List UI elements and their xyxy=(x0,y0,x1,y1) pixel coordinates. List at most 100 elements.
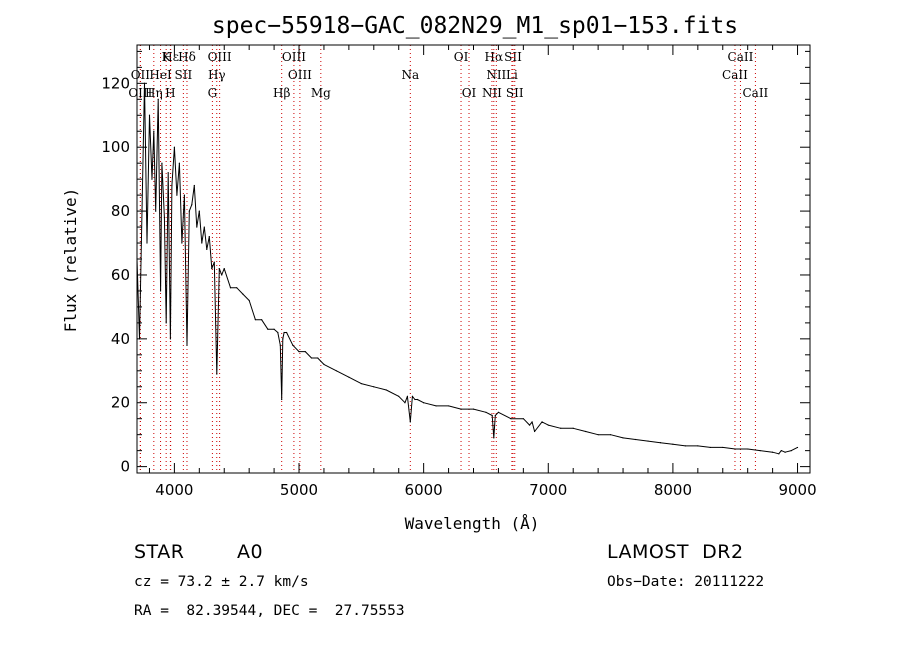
spectrum-point xyxy=(697,445,699,447)
x-tick-label: 5000 xyxy=(280,481,318,499)
line-marker-label: Hη xyxy=(145,86,163,100)
spectrum-point xyxy=(385,389,387,391)
x-tick-label: 6000 xyxy=(405,481,443,499)
spectrum-point xyxy=(493,437,495,439)
spectrum-point xyxy=(790,450,792,452)
spectrum-point xyxy=(494,414,496,417)
spectrum-point xyxy=(161,162,163,164)
line-marker-label: NII xyxy=(482,86,502,100)
spectrum-point xyxy=(485,411,487,413)
spectrum-point xyxy=(208,236,210,238)
line-marker-label: SII xyxy=(506,86,524,100)
spectrum-point xyxy=(218,267,220,270)
line-marker-label: Li xyxy=(506,68,518,82)
spectrum-point xyxy=(647,440,649,442)
spectrum-point xyxy=(510,418,512,420)
spectrum-point xyxy=(221,274,223,276)
spectrum-point xyxy=(186,344,188,346)
spectrum-point xyxy=(193,184,195,187)
spectrum-point xyxy=(236,287,238,289)
spectrum-series xyxy=(136,82,799,455)
spectrum-point xyxy=(759,450,761,452)
spectrum-point xyxy=(522,418,524,420)
line-marker-label: SII xyxy=(504,50,522,64)
spectrum-point xyxy=(784,451,786,453)
object-class: STAR xyxy=(134,541,185,563)
spectrum-point xyxy=(292,344,294,346)
spectrum-point xyxy=(282,338,284,340)
x-tick-label: 7000 xyxy=(529,481,567,499)
spectrum-point xyxy=(734,448,736,450)
y-axis-label: Flux (relative) xyxy=(61,188,80,333)
spectrum-point xyxy=(747,448,749,450)
spectrum-point xyxy=(163,216,166,219)
line-marker-label: OIII xyxy=(208,50,232,64)
spectrum-point xyxy=(157,98,159,100)
spectrum-point xyxy=(335,370,338,372)
spectrum-point xyxy=(572,427,574,429)
spectrum-point xyxy=(285,331,288,334)
spectrum-point xyxy=(547,424,549,426)
spectrum-point xyxy=(283,331,285,334)
survey-release: LAMOST DR2 xyxy=(607,541,744,563)
spectrum-point xyxy=(310,357,313,359)
spectrum-point xyxy=(404,402,406,404)
line-marker-label: K xyxy=(162,50,172,64)
spectrum-point xyxy=(196,226,198,228)
obs-date: Obs−Date: 20111222 xyxy=(607,574,765,590)
spectrum-point xyxy=(609,434,612,436)
spectrum-point xyxy=(173,146,175,148)
spectrum-point xyxy=(181,242,183,244)
x-axis-label: Wavelength (Å) xyxy=(405,514,540,533)
line-marker-label: Hδ xyxy=(178,50,196,64)
spectrum-point xyxy=(159,290,162,292)
spectrum-point xyxy=(279,344,281,346)
line-marker-label: NII xyxy=(486,68,506,82)
spectrum-line-0 xyxy=(136,82,798,455)
spectrum-point xyxy=(155,210,157,212)
spectrum-point xyxy=(146,242,148,244)
spectrum-point xyxy=(273,328,275,330)
spectrum-point xyxy=(796,446,799,449)
spectrum-point xyxy=(634,438,637,441)
line-marker-label: SII xyxy=(175,68,193,82)
line-marker-label: OIII xyxy=(288,68,312,82)
spectrum-point xyxy=(165,322,167,324)
spectrum-point xyxy=(414,398,416,401)
line-marker-label: OIII xyxy=(282,50,306,64)
spectrum-point xyxy=(153,130,155,132)
line-marker-label: OIII xyxy=(128,86,152,100)
spectrum-point xyxy=(778,453,780,455)
spectrum-point xyxy=(178,162,180,164)
spectrum-point xyxy=(531,421,533,423)
spectrum-point xyxy=(684,445,686,447)
line-marker-label: OI xyxy=(454,50,469,64)
spectrum-point xyxy=(171,184,173,187)
plot-axes: 4000 5000 6000 7000 8000 9000 0 20 40 60 80 100 120 xyxy=(101,44,817,499)
spectrum-point xyxy=(411,395,414,397)
spectrum-point xyxy=(491,414,493,417)
y-tick-label: 80 xyxy=(111,202,130,220)
spectrum-point xyxy=(183,194,185,196)
spectrum-point xyxy=(317,357,319,359)
spectrum-point xyxy=(242,293,244,295)
spectrum-point xyxy=(201,242,203,244)
spectrum-point xyxy=(151,178,153,180)
object-subclass: A0 xyxy=(237,541,264,563)
spectrum-point xyxy=(622,437,624,439)
spectrum-point xyxy=(416,398,419,401)
line-marker-label: H xyxy=(165,86,175,100)
line-marker-label: Hα xyxy=(485,50,504,64)
spectrum-point xyxy=(406,395,409,397)
spectrum-point xyxy=(780,450,782,452)
spectrum-point xyxy=(323,363,325,366)
spectrum-point xyxy=(659,442,662,444)
spectrum-point xyxy=(298,351,300,353)
line-marker-label: Mg xyxy=(311,86,331,100)
spectrum-point xyxy=(373,386,375,388)
y-tick-label: 100 xyxy=(101,138,130,156)
spectrum-point xyxy=(533,430,536,433)
spectrum-point xyxy=(254,319,256,321)
spectrum-point xyxy=(213,261,215,263)
